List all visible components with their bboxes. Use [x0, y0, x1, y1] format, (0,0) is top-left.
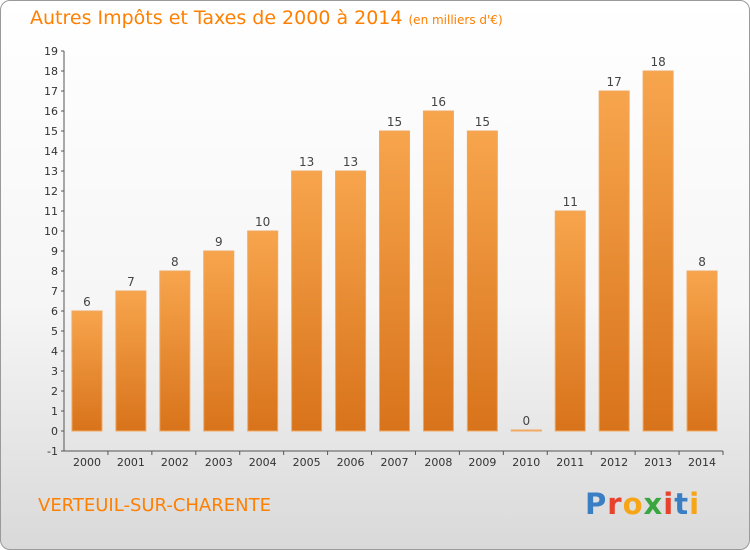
y-tick-label: 4	[51, 345, 58, 358]
y-tick-label: -1	[47, 445, 58, 458]
bar-2008	[422, 110, 454, 432]
x-tick-label-2008: 2008	[424, 456, 452, 469]
bar-value-label-2000: 6	[83, 295, 91, 309]
chart-unit: (en milliers d'€)	[408, 13, 503, 27]
x-tick-label-2003: 2003	[205, 456, 233, 469]
bar-2005	[291, 170, 323, 432]
bar-value-label-2002: 8	[171, 255, 179, 269]
bar-value-label-2005: 13	[299, 155, 314, 169]
bar-value-label-2006: 13	[343, 155, 358, 169]
proxiti-logo: Proxiti	[585, 487, 700, 521]
bar-2011	[554, 210, 586, 432]
chart-title-text: Autres Impôts et Taxes de 2000 à 2014	[30, 7, 403, 29]
bar-value-label-2008: 16	[431, 95, 446, 109]
x-tick-label-2004: 2004	[249, 456, 277, 469]
x-tick-label-2014: 2014	[688, 456, 716, 469]
x-tick-label-2005: 2005	[293, 456, 321, 469]
y-tick-label: 3	[51, 365, 58, 378]
y-tick-label: 12	[44, 185, 58, 198]
y-tick-label: 10	[44, 225, 58, 238]
bar-value-label-2003: 9	[215, 235, 223, 249]
x-tick-label-2002: 2002	[161, 456, 189, 469]
y-tick-label: 19	[44, 45, 58, 58]
bar-value-label-2010: 0	[522, 414, 530, 428]
bar-value-label-2014: 8	[698, 255, 706, 269]
bar-value-label-2007: 15	[387, 115, 402, 129]
bar-2012	[598, 90, 630, 432]
bar-value-label-2004: 10	[255, 215, 270, 229]
logo-letter: o	[622, 487, 644, 521]
bar-value-label-2013: 18	[650, 55, 665, 69]
y-tick-label: 1	[51, 405, 58, 418]
bar-2009	[466, 130, 498, 432]
bar-2010	[510, 429, 542, 432]
bar-2003	[203, 250, 235, 432]
bar-2000	[71, 310, 103, 432]
logo-letter: i	[689, 487, 701, 521]
bar-2014	[686, 270, 718, 432]
y-tick-label: 18	[44, 65, 58, 78]
logo-letter: x	[643, 487, 664, 521]
y-tick-label: 5	[51, 325, 58, 338]
y-tick-label: 6	[51, 305, 58, 318]
bar-2004	[247, 230, 279, 432]
y-tick-label: 9	[51, 245, 58, 258]
y-tick-label: 8	[51, 265, 58, 278]
y-tick-label: 13	[44, 165, 58, 178]
bar-value-label-2001: 7	[127, 275, 135, 289]
bar-2001	[115, 290, 147, 432]
bar-value-label-2011: 11	[563, 195, 578, 209]
x-tick-label-2007: 2007	[381, 456, 409, 469]
logo-letter: t	[674, 487, 690, 521]
x-tick-label-2001: 2001	[117, 456, 145, 469]
bar-2002	[159, 270, 191, 432]
logo-letter: i	[663, 487, 675, 521]
chart-title: Autres Impôts et Taxes de 2000 à 2014 (en…	[30, 7, 503, 29]
bar-2013	[642, 70, 674, 432]
y-tick-label: 16	[44, 105, 58, 118]
bar-2007	[379, 130, 410, 432]
y-tick-label: 0	[51, 425, 58, 438]
y-tick-label: 7	[51, 285, 58, 298]
commune-name: VERTEUIL-SUR-CHARENTE	[38, 495, 271, 516]
x-tick-label-2006: 2006	[337, 456, 365, 469]
logo-letter: r	[607, 487, 623, 521]
bar-value-label-2009: 15	[475, 115, 490, 129]
y-tick-label: 17	[44, 85, 58, 98]
bar-value-label-2012: 17	[607, 75, 622, 89]
bar-2006	[335, 170, 367, 432]
y-tick-label: 15	[44, 125, 58, 138]
y-tick-label: 14	[44, 145, 58, 158]
y-tick-label: 2	[51, 385, 58, 398]
y-tick-label: 11	[44, 205, 58, 218]
x-tick-label-2009: 2009	[468, 456, 496, 469]
x-tick-label-2010: 2010	[512, 456, 540, 469]
x-tick-label-2013: 2013	[644, 456, 672, 469]
x-tick-label-2012: 2012	[600, 456, 628, 469]
x-tick-label-2000: 2000	[73, 456, 101, 469]
logo-letter: P	[585, 487, 608, 521]
x-tick-label-2011: 2011	[556, 456, 584, 469]
